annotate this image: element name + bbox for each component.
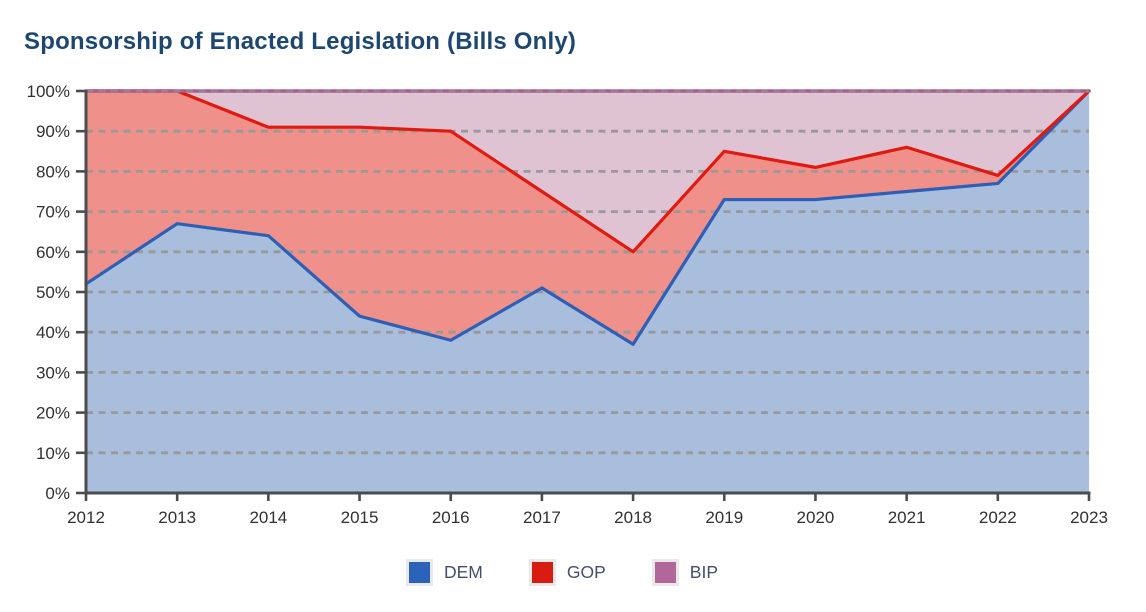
y-tick-label: 70%: [36, 203, 70, 222]
y-tick-label: 90%: [36, 122, 70, 141]
y-tick-label: 60%: [36, 243, 70, 262]
line-dem: [84, 89, 1091, 346]
y-tick-label: 20%: [36, 404, 70, 423]
x-tick-label: 2016: [432, 508, 470, 527]
x-tick-label: 2014: [249, 508, 287, 527]
legend-item-bip[interactable]: BIP: [651, 559, 718, 586]
line-gop: [84, 89, 1091, 254]
x-tick-label: 2018: [614, 508, 652, 527]
x-tick-label: 2020: [797, 508, 835, 527]
legend-item-dem[interactable]: DEM: [405, 559, 483, 586]
x-tick-label: 2017: [523, 508, 561, 527]
x-tick-label: 2013: [158, 508, 196, 527]
chart-legend: DEM GOP BIP: [0, 559, 1124, 586]
legend-label-dem: DEM: [443, 562, 483, 582]
chart-title: Sponsorship of Enacted Legislation (Bill…: [24, 28, 577, 55]
legend-swatch-gop: [528, 559, 556, 586]
y-tick-label: 0%: [45, 484, 70, 503]
legend-item-gop[interactable]: GOP: [528, 559, 606, 586]
x-tick-label: 2015: [341, 508, 379, 527]
x-tick-label: 2012: [67, 508, 105, 527]
y-tick-label: 10%: [36, 444, 70, 463]
y-tick-label: 40%: [36, 323, 70, 342]
x-tick-label: 2023: [1070, 508, 1108, 527]
y-tick-label: 50%: [36, 283, 70, 302]
legend-label-bip: BIP: [689, 562, 718, 582]
legend-label-gop: GOP: [566, 562, 606, 582]
y-tick-label: 80%: [36, 162, 70, 181]
x-tick-label: 2019: [705, 508, 743, 527]
x-tick-label: 2021: [888, 508, 926, 527]
y-tick-label: 100%: [27, 82, 70, 101]
area-dem: [86, 91, 1089, 493]
area-gop: [86, 91, 1089, 345]
legend-swatch-bip: [651, 559, 679, 586]
x-tick-label: 2022: [979, 508, 1017, 527]
y-tick-label: 30%: [36, 363, 70, 382]
legend-swatch-dem: [405, 559, 433, 586]
